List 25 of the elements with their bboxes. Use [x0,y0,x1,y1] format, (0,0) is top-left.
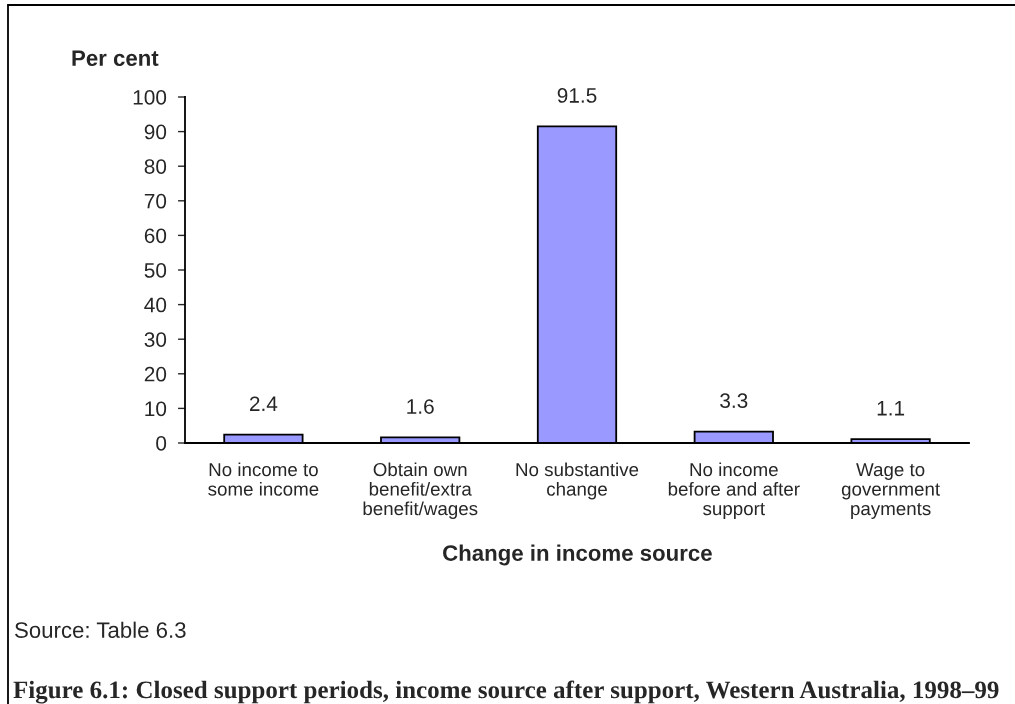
y-tick-label: 90 [144,124,167,140]
data-label: 91.5 [557,88,597,103]
y-tick-label: 80 [144,159,167,174]
x-tick-label: Obtain own benefit/extra benefit/wages [363,462,478,519]
x-tick-label: No substantive change [516,462,639,500]
source-note: Source: Table 6.3 [15,621,186,638]
x-axis-title: Change in income source [443,544,712,566]
y-axis-title: Per cent [72,50,159,66]
text: Figure 6.1: Closed support periods, income source after support, Western Australia, 1998–99 [13,680,999,704]
data-label: 3.3 [720,393,748,409]
y-tick-label: 100 [133,90,167,105]
x-tick-label: No income before and after support [668,462,800,519]
data-label: 2.4 [249,396,278,411]
y-tick-label: 10 [145,401,167,417]
x-tick-label: Wage to government payments [841,463,940,519]
y-tick-label: 60 [144,228,167,244]
x-tick-label: No income to some income [208,462,319,496]
y-tick-label: 50 [144,263,167,278]
y-tick-label: 20 [144,366,167,382]
data-label: 1.6 [407,399,434,414]
y-tick-label: 70 [144,193,167,209]
y-tick-label: 40 [144,297,167,313]
y-tick-label: 30 [144,332,167,347]
data-label: 1.1 [877,401,905,416]
y-tick-label: 0 [156,436,167,451]
